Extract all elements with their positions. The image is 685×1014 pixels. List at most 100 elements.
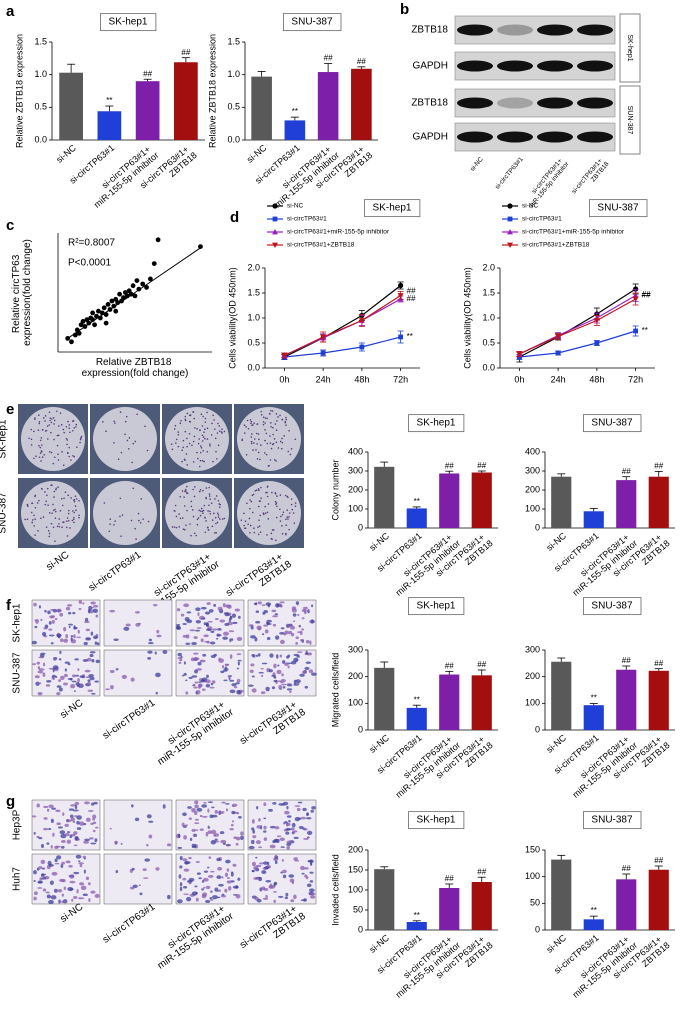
colony: [289, 512, 291, 514]
colony: [45, 429, 48, 432]
y-tick-label: 0.0: [482, 362, 495, 372]
series-line: [284, 285, 401, 358]
cell: [64, 832, 70, 837]
colony: [124, 420, 127, 423]
significance: **: [642, 326, 648, 335]
colony: [74, 495, 77, 498]
colony: [266, 442, 269, 445]
cell: [269, 844, 276, 849]
y-tick-label: 300: [525, 465, 540, 475]
cell: [42, 672, 46, 678]
group-label: SUN-387: [626, 106, 633, 135]
cell: [176, 626, 181, 630]
cell: [226, 880, 232, 884]
cell: [252, 835, 257, 839]
colony: [280, 515, 282, 518]
cell: [92, 814, 97, 819]
colony: [200, 446, 203, 449]
point: [507, 203, 513, 209]
bar: [471, 675, 492, 730]
cell: [202, 815, 208, 818]
bar: [406, 922, 427, 930]
cell: [40, 859, 46, 865]
cell: [90, 606, 95, 609]
cell: [48, 804, 54, 809]
series-line: [284, 294, 401, 357]
band: [457, 60, 493, 72]
colony: [241, 439, 244, 442]
colony: [256, 458, 259, 460]
y-tick-label: 200: [348, 844, 363, 854]
cell: [37, 670, 44, 674]
colony: [249, 507, 251, 510]
colony: [217, 444, 220, 447]
band: [537, 60, 573, 72]
colony: [178, 526, 181, 528]
cell: [179, 856, 183, 861]
cell: [292, 620, 296, 623]
cell: [206, 602, 211, 605]
cell: [66, 604, 73, 607]
point: [359, 344, 365, 350]
significance: ##: [477, 867, 486, 876]
colony: [108, 530, 111, 533]
colony: [120, 535, 122, 537]
colony: [253, 438, 256, 440]
cell: [292, 830, 298, 833]
error-bar: [654, 470, 663, 477]
cell: [76, 636, 81, 639]
band: [497, 131, 533, 143]
cell: [39, 653, 45, 658]
cell: [177, 846, 183, 849]
cell: [299, 630, 303, 636]
cell: [96, 642, 100, 646]
cell: [196, 807, 203, 812]
colony: [44, 491, 46, 493]
colony: [38, 422, 41, 425]
cell: [177, 652, 183, 657]
colony: [38, 499, 40, 502]
cell: [253, 865, 259, 871]
cell: [95, 614, 99, 618]
colony: [120, 451, 123, 454]
band: [457, 97, 493, 109]
colony: [124, 433, 126, 436]
colony: [185, 453, 188, 455]
cell: [275, 838, 280, 844]
cell: [274, 635, 280, 640]
point: [111, 303, 117, 309]
cell: [75, 854, 82, 859]
colony: [193, 532, 196, 535]
colony: [44, 415, 47, 417]
cell: [59, 612, 64, 617]
error-bar: [380, 661, 389, 668]
colony: [44, 503, 47, 506]
colony: [247, 523, 249, 526]
cell: [202, 653, 207, 657]
colony: [202, 509, 205, 512]
colony: [188, 442, 191, 445]
colony: [255, 432, 258, 435]
image: [103, 853, 173, 905]
cell: [228, 617, 232, 623]
cell: [256, 805, 259, 810]
cell: [54, 617, 58, 621]
colony: [24, 518, 26, 521]
colony: [204, 437, 206, 440]
plate: [165, 407, 229, 471]
cell: [52, 677, 55, 680]
colony: [267, 518, 270, 520]
colony: [194, 427, 196, 429]
colony: [183, 496, 185, 498]
cell: [306, 812, 309, 817]
colony: [57, 486, 59, 488]
cell: [194, 818, 199, 821]
colony: [61, 526, 63, 529]
point: [90, 317, 96, 323]
bar: [439, 674, 460, 730]
colony: [78, 516, 80, 519]
significance: **: [414, 911, 420, 920]
cell: [56, 608, 62, 613]
cell: [228, 676, 231, 680]
colony: [270, 425, 272, 428]
